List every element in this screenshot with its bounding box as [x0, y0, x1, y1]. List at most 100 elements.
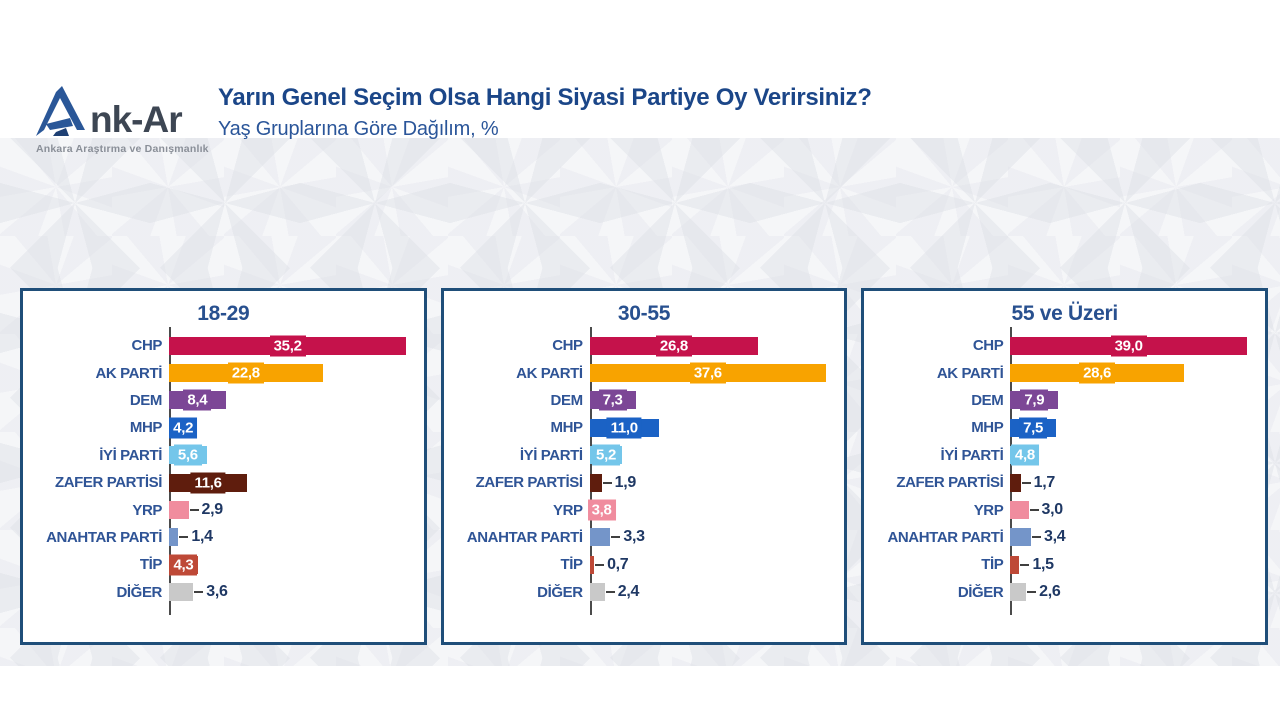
bar-track: 11,0 [589, 414, 833, 441]
bar-value-outside: 1,5 [1019, 556, 1054, 574]
bar-row: YRP 3,0 [872, 496, 1253, 523]
bar-track: 11,6 [169, 469, 412, 496]
age-group-title: 55 ve Üzeri [1011, 302, 1118, 325]
bar-row: CHP 26,8 [452, 332, 833, 359]
party-label: DİĞER [537, 583, 583, 601]
title-block: Yarın Genel Seçim Olsa Hangi Siyasi Part… [218, 84, 1218, 141]
bar: 35,2 [169, 335, 407, 357]
bar-track: 1,4 [169, 524, 412, 551]
age-panel: 30-55 CHP 26,8 AK PARTİ 37,6 [440, 288, 848, 645]
bar: 8,4 [169, 389, 226, 411]
bar-track: 1,7 [1010, 469, 1253, 496]
bar-value-outside: 3,4 [1031, 528, 1066, 546]
bar [1010, 555, 1020, 574]
bar: 7,3 [589, 389, 636, 411]
leader-dash [611, 536, 621, 539]
leader-dash [605, 591, 615, 594]
leader-dash [1027, 591, 1037, 594]
bar-track: 22,8 [169, 359, 412, 386]
bar-row: DİĞER 3,6 [31, 579, 412, 606]
bar-row: DİĞER 2,6 [872, 579, 1253, 606]
bar-value-outside-text: 3,0 [1041, 501, 1064, 519]
party-label: ZAFER PARTİSİ [54, 474, 162, 492]
bar [589, 528, 611, 547]
leader-dash [1021, 481, 1031, 484]
bar-row: CHP 39,0 [872, 332, 1253, 359]
bar: 26,8 [589, 335, 759, 357]
bar-row: MHP 11,0 [452, 414, 833, 441]
bar-value-outside-text: 3,4 [1043, 528, 1066, 546]
leader-dash [1031, 536, 1041, 539]
bar [589, 555, 595, 574]
party-label: TİP [981, 556, 1004, 574]
age-group-title: 30-55 [617, 302, 671, 325]
bar-value-outside: 1,9 [602, 474, 636, 492]
party-label: YRP [973, 501, 1004, 519]
bar [589, 473, 602, 492]
bar-value-outside: 1,7 [1021, 474, 1055, 492]
party-label: TİP [139, 556, 163, 574]
axis-line [169, 327, 171, 615]
bar-track: 0,7 [589, 551, 833, 578]
bar-value-inside: 26,8 [655, 335, 692, 357]
axis-line [589, 327, 592, 615]
bar-value-inside: 7,5 [1019, 417, 1048, 439]
axis-line [1010, 327, 1013, 615]
leader-dash [189, 509, 199, 512]
party-label: ANAHTAR PARTİ [46, 528, 162, 546]
bar [169, 528, 179, 547]
bar-value-outside-text: 2,9 [201, 501, 224, 519]
bar-row: MHP 4,2 [31, 414, 412, 441]
bar-row: CHP 35,2 [31, 332, 412, 359]
bar-row: ZAFER PARTİSİ 11,6 [31, 469, 412, 496]
bar-value-inside: 8,4 [183, 389, 212, 411]
age-panel: 18-29 CHP 35,2 AK PARTİ 22,8 [20, 288, 427, 645]
age-group-title: 18-29 [197, 302, 250, 325]
bar-row: YRP 3,8 [452, 496, 833, 523]
bar-track: 2,4 [589, 579, 833, 606]
bar-value-inside: 7,9 [1020, 389, 1049, 411]
bar: 4,8 [1010, 444, 1040, 466]
bar-track: 35,2 [169, 332, 412, 359]
bar-track: 4,2 [169, 414, 412, 441]
bar-value-inside: 5,2 [592, 444, 620, 466]
bar-track: 1,9 [589, 469, 833, 496]
bar-value-outside: 1,4 [178, 528, 213, 546]
bar-value-outside-text: 2,4 [617, 583, 640, 601]
party-label: AK PARTİ [936, 364, 1004, 382]
bar [589, 583, 605, 602]
party-label: MHP [971, 419, 1004, 437]
party-label: ANAHTAR PARTİ [466, 528, 583, 546]
party-label: İYİ PARTİ [519, 446, 583, 464]
bar-track: 5,6 [169, 442, 412, 469]
party-label: AK PARTİ [516, 364, 583, 382]
bar-row: ZAFER PARTİSİ 1,9 [452, 469, 833, 496]
bar [169, 583, 194, 602]
party-label: MHP [129, 419, 163, 437]
bar-track: 3,8 [587, 496, 833, 523]
bar-value-outside: 2,4 [605, 583, 639, 601]
bar-value-outside-text: 3,6 [206, 583, 228, 601]
party-label: CHP [131, 337, 163, 355]
bar: 37,6 [589, 362, 827, 384]
bar: 11,0 [589, 417, 659, 439]
bar-row: MHP 7,5 [872, 414, 1253, 441]
bar [1010, 528, 1031, 547]
bar-value-outside-text: 2,6 [1039, 583, 1061, 601]
ankar-logo-row: nk-Ar [36, 86, 216, 138]
bar-value-outside-text: 0,7 [607, 555, 629, 573]
party-label: İYİ PARTİ [99, 446, 162, 464]
bar-value-inside: 35,2 [269, 335, 306, 357]
bar: 39,0 [1010, 335, 1247, 357]
bar-track: 2,9 [169, 496, 412, 523]
bar-track: 4,3 [169, 551, 412, 578]
party-label: DİĞER [957, 583, 1004, 601]
party-label: DEM [129, 391, 163, 409]
bar-row: İYİ PARTİ 5,2 [452, 442, 833, 469]
party-label: CHP [552, 337, 583, 355]
bar-row: DEM 8,4 [31, 387, 412, 414]
bar-value-inside: 5,6 [173, 444, 202, 466]
party-label: AK PARTİ [95, 364, 162, 382]
bar-track: 3,3 [589, 524, 833, 551]
bar-row: İYİ PARTİ 4,8 [872, 442, 1253, 469]
